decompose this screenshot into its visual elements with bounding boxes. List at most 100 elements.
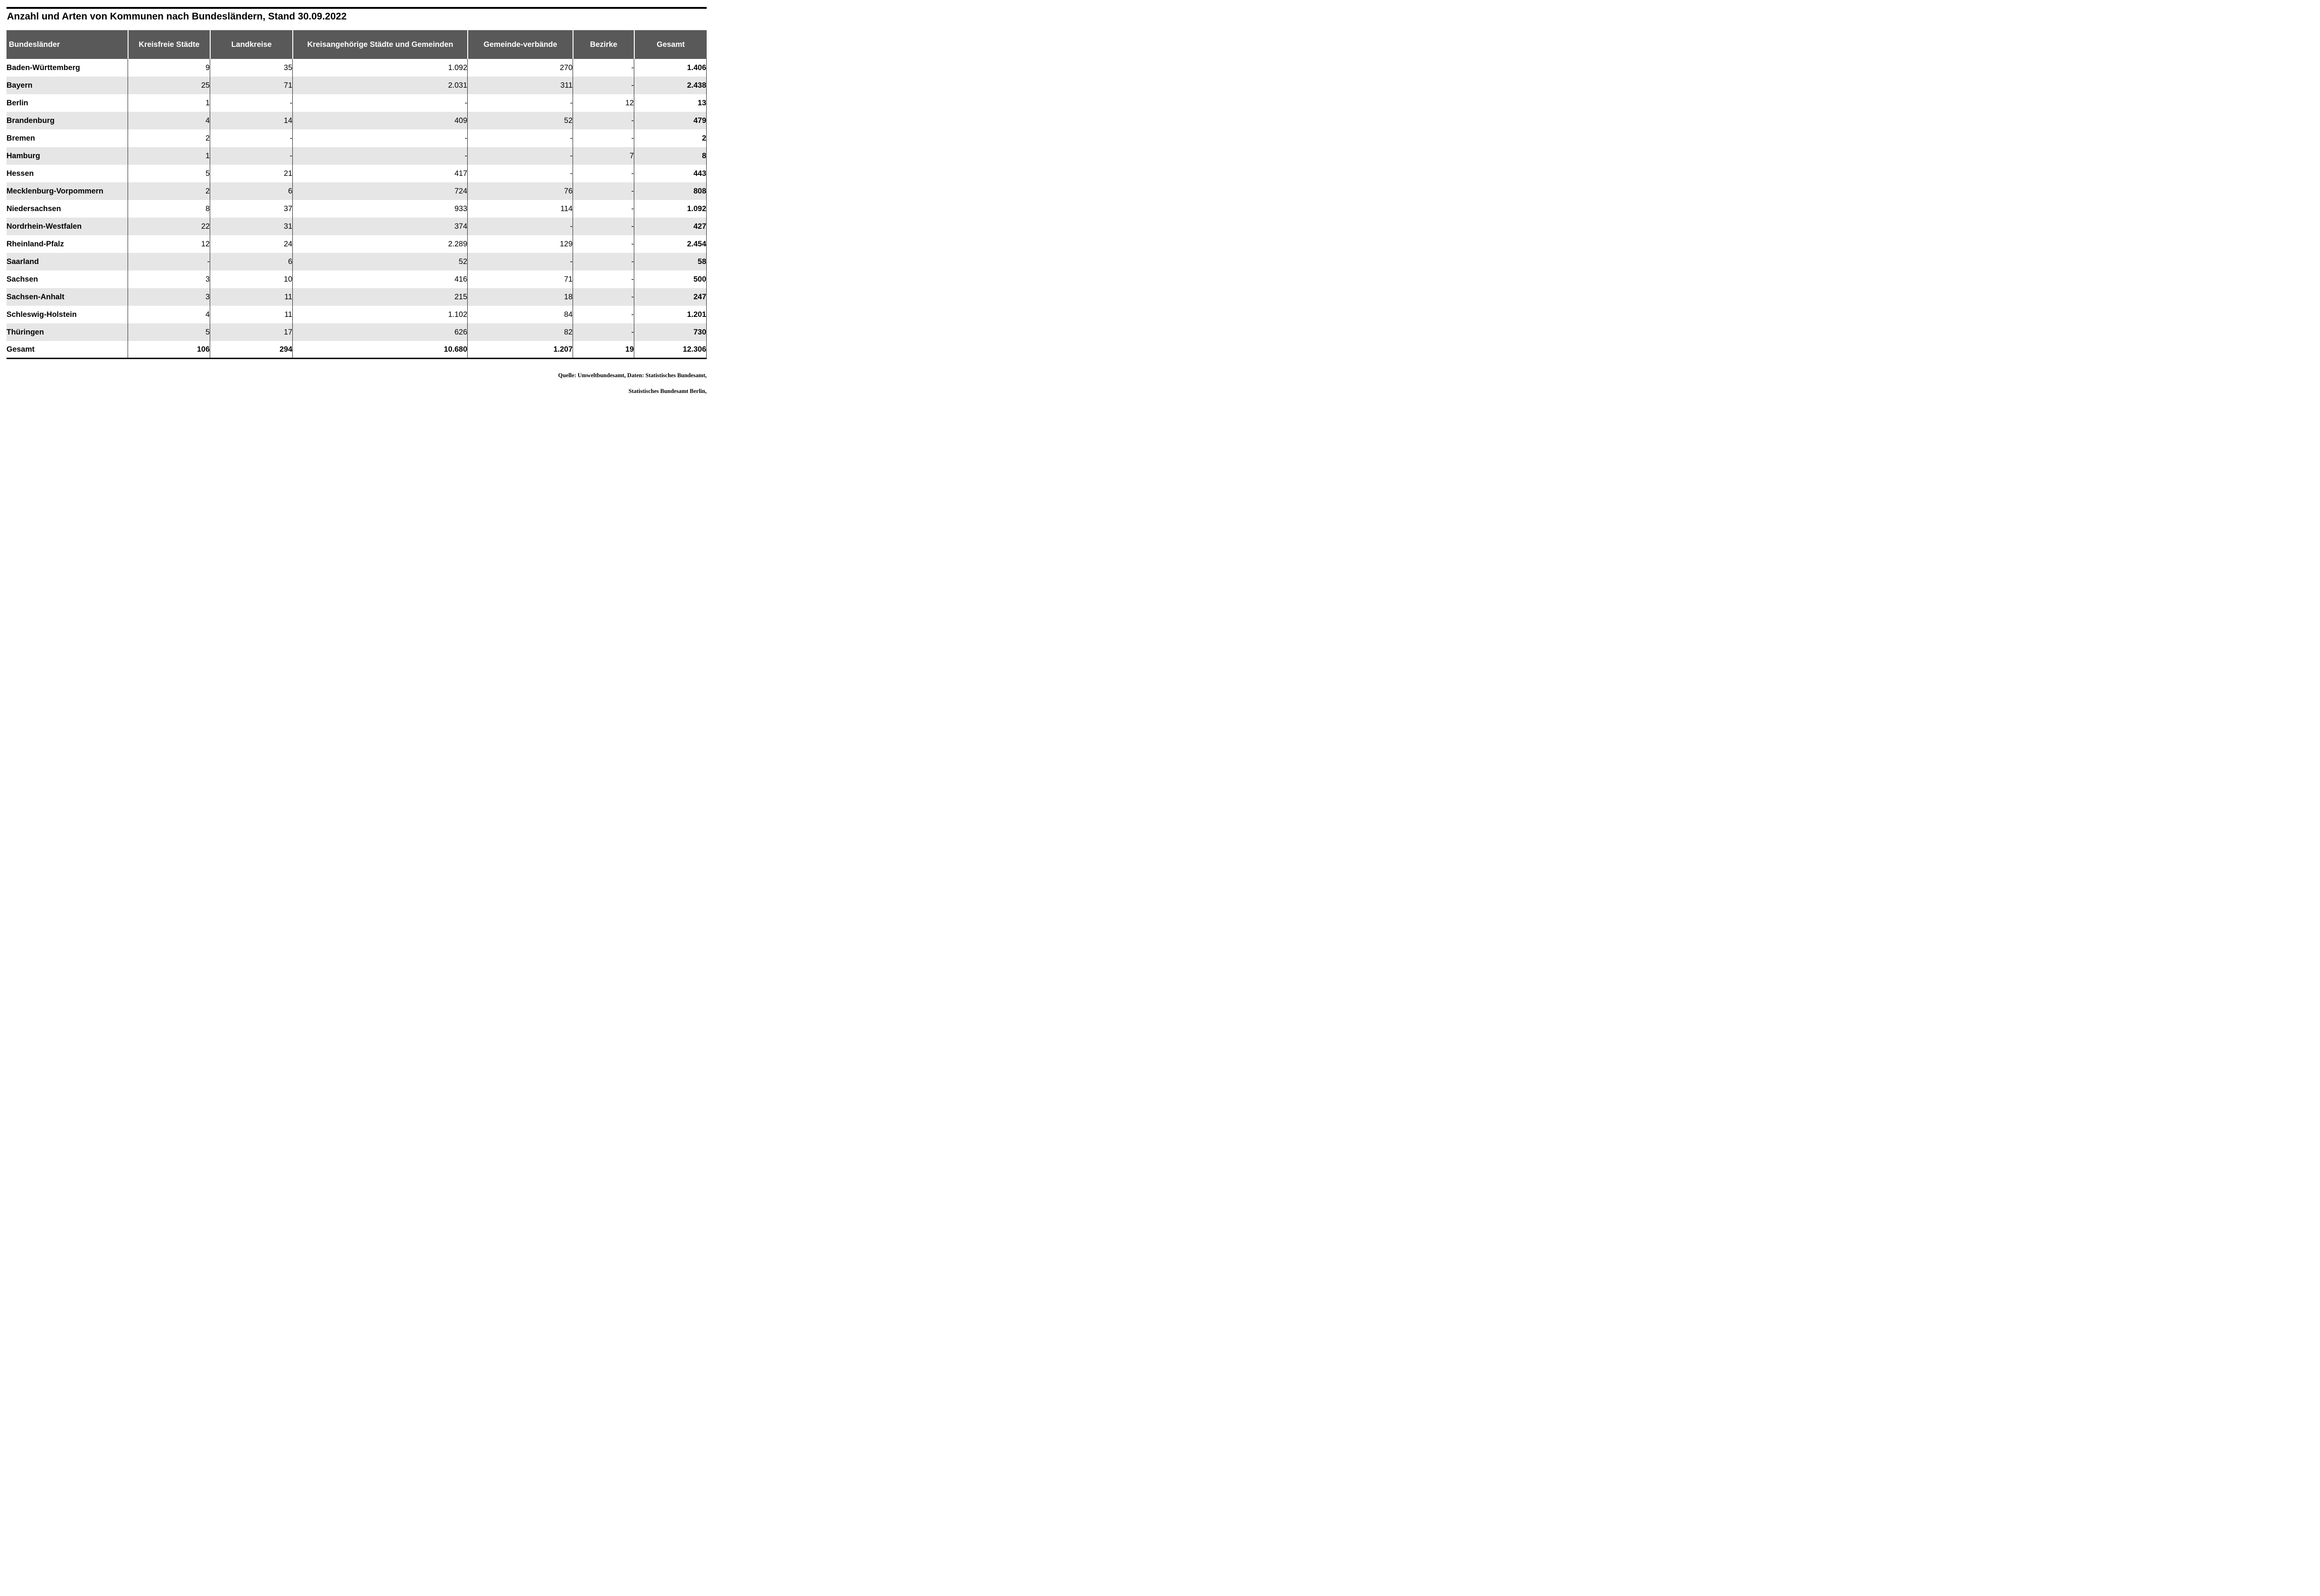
state-name-cell: Gesamt: [6, 341, 128, 358]
state-name-cell: Sachsen: [6, 270, 128, 288]
source-line-2: Statistisches Bundesamt Berlin,: [628, 388, 707, 394]
value-cell: 933: [292, 200, 467, 218]
value-cell: 1.201: [634, 306, 707, 323]
value-cell: 5: [128, 323, 210, 341]
state-name-cell: Hessen: [6, 165, 128, 182]
state-name-cell: Saarland: [6, 253, 128, 270]
state-name-cell: Niedersachsen: [6, 200, 128, 218]
column-header-3: Kreisangehörige Städte und Gemeinden: [292, 30, 467, 59]
column-header-0: Bundesländer: [6, 30, 128, 59]
value-cell: -: [467, 218, 573, 235]
value-cell: 3: [128, 270, 210, 288]
state-name-cell: Berlin: [6, 94, 128, 112]
value-cell: 76: [467, 182, 573, 200]
value-cell: 2: [128, 129, 210, 147]
value-cell: 2.289: [292, 235, 467, 253]
value-cell: 500: [634, 270, 707, 288]
value-cell: 443: [634, 165, 707, 182]
value-cell: 11: [210, 306, 292, 323]
value-cell: 1: [128, 94, 210, 112]
value-cell: -: [573, 112, 634, 129]
value-cell: 4: [128, 112, 210, 129]
state-name-cell: Rheinland-Pfalz: [6, 235, 128, 253]
table-body: Baden-Württemberg 9 35 1.092 270-1.406 Bayern…: [6, 59, 707, 358]
value-cell: 374: [292, 218, 467, 235]
column-header-1: Kreisfreie Städte: [128, 30, 210, 59]
column-header-6: Gesamt: [634, 30, 707, 59]
state-name-cell: Bremen: [6, 129, 128, 147]
value-cell: -: [292, 129, 467, 147]
value-cell: 215: [292, 288, 467, 306]
page: Anzahl und Arten von Kommunen nach Bunde…: [0, 0, 725, 399]
page-title: Anzahl und Arten von Kommunen nach Bunde…: [7, 11, 347, 22]
value-cell: 416: [292, 270, 467, 288]
value-cell: 82: [467, 323, 573, 341]
table-row: Baden-Württemberg 9 35 1.092 270-1.406: [6, 59, 707, 77]
value-cell: 5: [128, 165, 210, 182]
state-name-cell: Schleswig-Holstein: [6, 306, 128, 323]
total-row: Gesamt 106 294 10.680 1.207 19 12.306: [6, 341, 707, 358]
value-cell: 417: [292, 165, 467, 182]
table-row: Berlin 1- - -12 13: [6, 94, 707, 112]
table-row: Sachsen 3 10 416 71-500: [6, 270, 707, 288]
value-cell: 21: [210, 165, 292, 182]
value-cell: -: [573, 218, 634, 235]
state-name-cell: Thüringen: [6, 323, 128, 341]
value-cell: 22: [128, 218, 210, 235]
value-cell: 6: [210, 182, 292, 200]
value-cell: 2.438: [634, 77, 707, 94]
value-cell: -: [573, 253, 634, 270]
source-note: Quelle: Umweltbundesamt, Daten: Statisti…: [558, 364, 707, 399]
value-cell: -: [210, 94, 292, 112]
column-header-5: Bezirke: [573, 30, 634, 59]
value-cell: -: [573, 59, 634, 77]
value-cell: -: [467, 129, 573, 147]
table-row: Niedersachsen 8 37 933 114-1.092: [6, 200, 707, 218]
value-cell: 427: [634, 218, 707, 235]
value-cell: 6: [210, 253, 292, 270]
value-cell: -: [573, 129, 634, 147]
value-cell: 724: [292, 182, 467, 200]
value-cell: 294: [210, 341, 292, 358]
state-name-cell: Brandenburg: [6, 112, 128, 129]
column-header-4: Gemeinde-verbände: [467, 30, 573, 59]
state-name-cell: Bayern: [6, 77, 128, 94]
value-cell: -: [573, 306, 634, 323]
value-cell: 1.092: [634, 200, 707, 218]
value-cell: -: [467, 94, 573, 112]
value-cell: 4: [128, 306, 210, 323]
value-cell: -: [573, 200, 634, 218]
value-cell: 71: [467, 270, 573, 288]
value-cell: 9: [128, 59, 210, 77]
state-name-cell: Nordrhein-Westfalen: [6, 218, 128, 235]
value-cell: 37: [210, 200, 292, 218]
value-cell: 479: [634, 112, 707, 129]
value-cell: 2.031: [292, 77, 467, 94]
value-cell: 409: [292, 112, 467, 129]
value-cell: 2: [128, 182, 210, 200]
value-cell: 129: [467, 235, 573, 253]
header-row: Bundesländer Kreisfreie Städte Landkreise K…: [6, 30, 707, 59]
value-cell: -: [128, 253, 210, 270]
value-cell: 270: [467, 59, 573, 77]
column-header-2: Landkreise: [210, 30, 292, 59]
value-cell: 52: [292, 253, 467, 270]
value-cell: 114: [467, 200, 573, 218]
table-row: Bremen 2- - - -2: [6, 129, 707, 147]
value-cell: 2.454: [634, 235, 707, 253]
table-row: Mecklenburg-Vorpommern 2 6 724 76-808: [6, 182, 707, 200]
value-cell: 12.306: [634, 341, 707, 358]
table-row: Bayern 25 71 2.031 311-2.438: [6, 77, 707, 94]
value-cell: 247: [634, 288, 707, 306]
value-cell: -: [573, 323, 634, 341]
value-cell: 8: [634, 147, 707, 165]
value-cell: 18: [467, 288, 573, 306]
table-row: Nordrhein-Westfalen 22 31 374- -427: [6, 218, 707, 235]
value-cell: 58: [634, 253, 707, 270]
value-cell: 19: [573, 341, 634, 358]
value-cell: 35: [210, 59, 292, 77]
value-cell: 626: [292, 323, 467, 341]
value-cell: 52: [467, 112, 573, 129]
value-cell: 8: [128, 200, 210, 218]
top-rule: [6, 7, 707, 9]
